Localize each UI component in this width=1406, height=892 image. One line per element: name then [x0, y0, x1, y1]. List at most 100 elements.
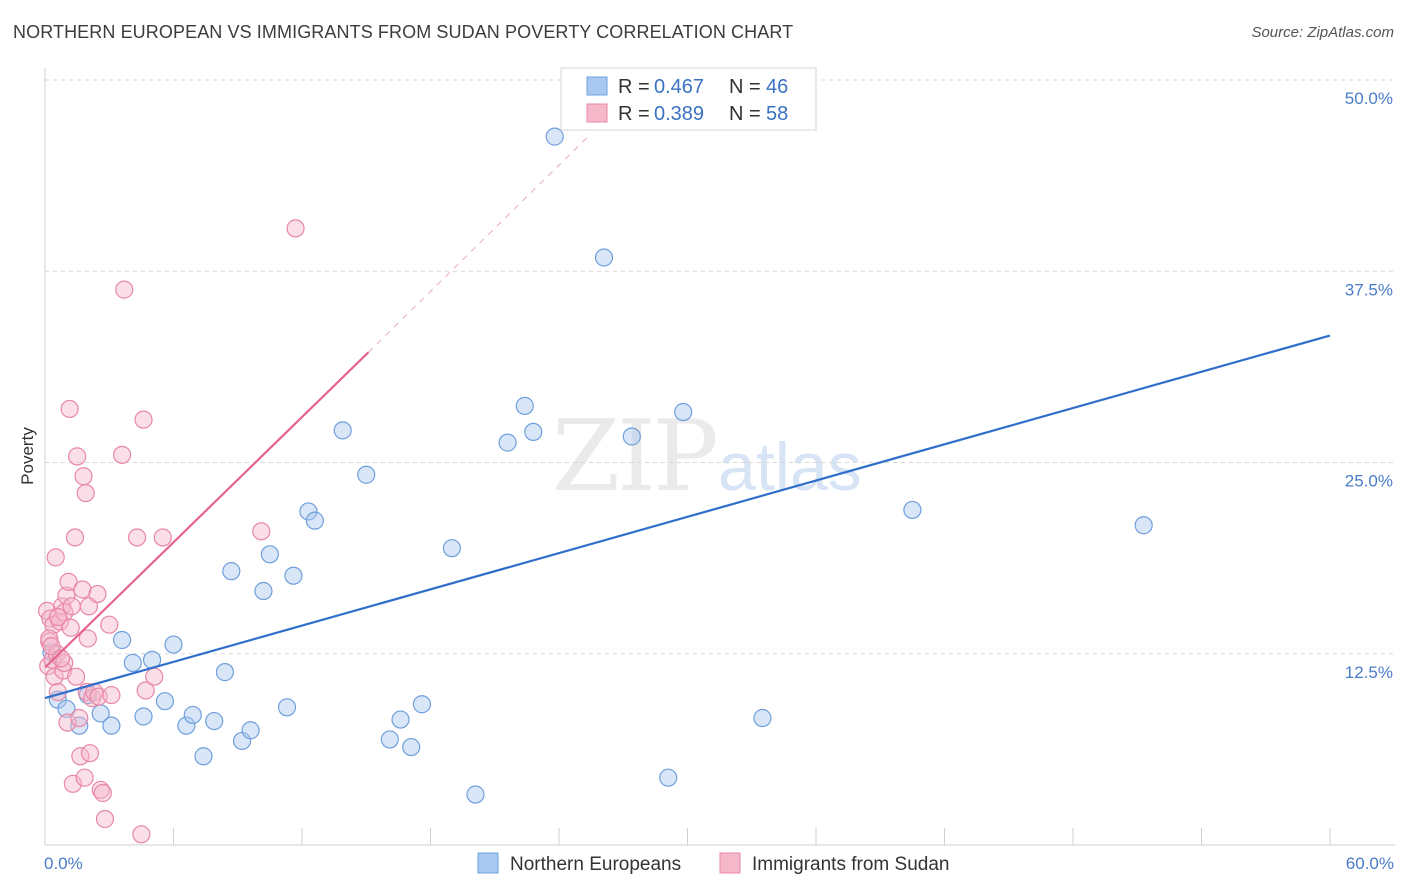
point-northern-europeans-23 [277, 698, 297, 717]
legend-label-immigrants-from-sudan: Immigrants from Sudan [752, 854, 949, 875]
point-northern-europeans-39 [594, 248, 614, 267]
trend-extension-immigrants-from-sudan [368, 133, 592, 353]
point-immigrants-from-sudan-46 [127, 528, 147, 547]
watermark-zip: ZIP [552, 400, 716, 514]
point-immigrants-from-sudan-18 [60, 399, 79, 419]
point-northern-europeans-2 [57, 699, 76, 718]
point-immigrants-from-sudan-32 [78, 629, 97, 648]
point-northern-europeans-13 [177, 716, 196, 735]
watermark-atlas: atlas [718, 429, 862, 505]
point-northern-europeans-20 [241, 721, 260, 740]
x-tick-label-min: 0.0% [44, 854, 83, 873]
stats-n-value-pink: 58 [766, 103, 788, 125]
point-northern-europeans-44 [903, 500, 922, 520]
chart-source: Source: ZipAtlas.com [1251, 24, 1394, 41]
point-immigrants-from-sudan-45 [115, 280, 134, 299]
point-northern-europeans-14 [183, 705, 202, 725]
stats-n-label-pink: N = [729, 103, 761, 125]
legend-swatch-immigrants-from-sudan [719, 852, 741, 874]
point-northern-europeans-30 [391, 710, 410, 729]
point-northern-europeans-9 [134, 707, 153, 726]
stats-r-label-blue: R = [618, 76, 650, 98]
y-tick-label-0: 12.5% [1345, 663, 1393, 682]
point-northern-europeans-32 [412, 695, 432, 714]
point-northern-europeans-36 [515, 396, 534, 415]
point-immigrants-from-sudan-55 [48, 607, 67, 627]
point-northern-europeans-35 [498, 433, 517, 452]
point-immigrants-from-sudan-39 [91, 780, 110, 800]
legend-label-northern-europeans: Northern Europeans [510, 854, 681, 875]
point-immigrants-from-sudan-48 [134, 410, 153, 429]
y-tick-labels: 12.5% 25.0% 37.5% 50.0% [1345, 89, 1393, 682]
stats-swatch-blue [586, 76, 608, 96]
y-tick-label-1: 25.0% [1345, 472, 1393, 491]
point-immigrants-from-sudan-27 [73, 580, 92, 599]
point-northern-europeans-43 [753, 708, 772, 728]
point-northern-europeans-18 [222, 562, 241, 581]
point-immigrants-from-sudan-40 [93, 783, 112, 803]
point-immigrants-from-sudan-21 [63, 774, 82, 793]
point-immigrants-from-sudan-49 [136, 681, 155, 700]
point-immigrants-from-sudan-25 [70, 708, 89, 728]
point-northern-europeans-31 [402, 737, 421, 757]
points-layer [38, 127, 1153, 844]
stats-r-label-pink: R = [618, 103, 650, 125]
point-northern-europeans-8 [123, 653, 142, 673]
point-northern-europeans-15 [194, 747, 213, 766]
point-immigrants-from-sudan-7 [46, 548, 65, 567]
point-immigrants-from-sudan-15 [57, 586, 76, 605]
point-northern-europeans-33 [442, 539, 462, 558]
point-northern-europeans-29 [380, 730, 399, 749]
point-immigrants-from-sudan-50 [145, 667, 164, 686]
point-northern-europeans-42 [674, 402, 693, 422]
point-immigrants-from-sudan-20 [62, 597, 81, 616]
point-northern-europeans-38 [545, 127, 564, 146]
point-northern-europeans-17 [215, 663, 234, 682]
point-immigrants-from-sudan-43 [102, 685, 121, 705]
point-northern-europeans-7 [112, 630, 132, 650]
point-northern-europeans-24 [284, 566, 303, 585]
point-northern-europeans-27 [333, 421, 352, 440]
chart-title: NORTHERN EUROPEAN VS IMMIGRANTS FROM SUD… [13, 22, 794, 42]
point-immigrants-from-sudan-37 [88, 584, 107, 604]
y-tick-label-3: 50.0% [1345, 89, 1393, 108]
point-northern-europeans-26 [305, 511, 324, 530]
point-immigrants-from-sudan-41 [95, 809, 115, 829]
point-immigrants-from-sudan-51 [153, 528, 172, 547]
legend-swatch-northern-europeans [477, 852, 499, 874]
y-tick-label-2: 37.5% [1345, 280, 1393, 299]
trend-line-immigrants-from-sudan [44, 351, 370, 669]
stats-r-value-blue: 0.467 [654, 76, 704, 98]
y-axis-label: Poverty [18, 427, 37, 485]
point-immigrants-from-sudan-57 [51, 649, 71, 668]
stats-n-value-blue: 46 [766, 76, 788, 98]
trend-layer [44, 133, 1331, 700]
point-immigrants-from-sudan-44 [112, 445, 132, 464]
point-immigrants-from-sudan-30 [76, 484, 95, 503]
point-northern-europeans-11 [155, 692, 175, 711]
point-northern-europeans-25 [299, 502, 318, 521]
point-immigrants-from-sudan-16 [58, 713, 77, 732]
x-tick-marks [173, 828, 1331, 845]
point-immigrants-from-sudan-29 [75, 768, 94, 787]
point-northern-europeans-28 [357, 465, 376, 484]
point-immigrants-from-sudan-42 [100, 615, 119, 634]
point-immigrants-from-sudan-56 [42, 636, 61, 656]
point-northern-europeans-12 [164, 635, 183, 654]
point-immigrants-from-sudan-19 [61, 618, 80, 637]
point-immigrants-from-sudan-34 [80, 744, 100, 763]
trend-line-northern-europeans [44, 334, 1331, 700]
point-northern-europeans-41 [659, 768, 678, 787]
point-northern-europeans-34 [466, 785, 485, 804]
x-tick-label-max: 60.0% [1346, 854, 1394, 873]
grid-layer [45, 79, 1395, 655]
point-immigrants-from-sudan-53 [286, 219, 305, 238]
point-immigrants-from-sudan-28 [74, 467, 93, 486]
point-immigrants-from-sudan-24 [68, 447, 87, 466]
point-immigrants-from-sudan-22 [65, 528, 85, 547]
stats-swatch-pink [586, 103, 608, 123]
stats-n-label-blue: N = [729, 76, 761, 98]
point-northern-europeans-21 [254, 581, 273, 601]
point-northern-europeans-22 [260, 545, 279, 564]
